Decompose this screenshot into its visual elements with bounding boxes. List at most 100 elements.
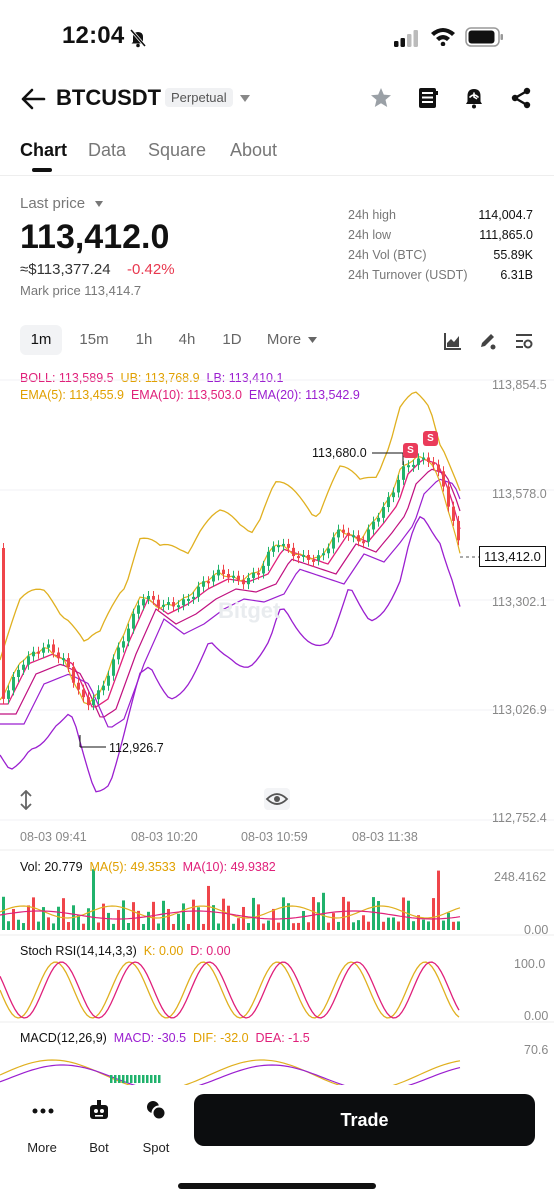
pair-dropdown-icon[interactable] (239, 94, 251, 104)
macd-histogram-bar (158, 1075, 161, 1083)
volume-bar (102, 903, 105, 930)
volume-bar (162, 900, 165, 930)
tab-square[interactable]: Square (148, 140, 207, 160)
volume-bar (167, 908, 170, 930)
timeframe-1d[interactable]: 1D (222, 331, 242, 348)
sell-marker[interactable]: S (423, 431, 438, 446)
volume-bar (117, 909, 120, 930)
back-arrow-icon[interactable] (20, 86, 46, 112)
candle-body (137, 605, 140, 614)
candle-body (317, 555, 320, 561)
macd-histogram-bar (130, 1075, 133, 1083)
last-price-label[interactable]: Last price (20, 195, 86, 212)
orderbook-icon[interactable] (416, 86, 440, 110)
macd-histogram-bar (146, 1075, 149, 1083)
price-type-dropdown-icon[interactable] (94, 200, 104, 208)
tab-about[interactable]: About (230, 140, 278, 160)
volume-bar (452, 921, 455, 930)
boll-value: BOLL: 113,589.5 (20, 371, 114, 385)
chart-type-icon[interactable] (443, 331, 463, 351)
price-change-percent: -0.42% (127, 261, 175, 278)
price-axis-label: 113,578.0 (492, 487, 547, 501)
volume-bar (192, 899, 195, 930)
volume-bar (7, 921, 10, 930)
expand-vertical-icon[interactable] (18, 790, 34, 810)
price-axis-label: 113,854.5 (492, 378, 547, 392)
vol-ma5-value: MA(5): 49.3533 (89, 860, 176, 874)
eye-icon[interactable] (264, 788, 290, 810)
volume-bar (42, 907, 45, 930)
volume-bar (142, 923, 145, 930)
timeframe-1h[interactable]: 1h (135, 331, 153, 348)
price-summary: Last price 113,412.0 ≈$113,377.24 -0.42%… (20, 190, 540, 300)
candle-body (52, 644, 55, 653)
volume-bar (12, 908, 15, 930)
candlestick-chart[interactable] (0, 360, 554, 1085)
draw-tool-icon[interactable] (478, 331, 498, 351)
volume-bar (237, 918, 240, 930)
macd-label: MACD(12,26,9) (20, 1031, 107, 1045)
volume-bar (67, 922, 70, 930)
price-axis-label: 113,026.9 (492, 703, 547, 717)
alert-bell-icon[interactable] (462, 86, 486, 110)
contract-type-badge: Perpetual (165, 88, 233, 107)
candle-body (192, 596, 195, 599)
sell-marker[interactable]: S (403, 443, 418, 458)
boll-lower-line (0, 515, 461, 793)
candle-body (417, 458, 420, 465)
indicator-settings-icon[interactable] (514, 331, 534, 351)
tab-chart[interactable]: Chart (20, 140, 68, 160)
ema20-value: EMA(20): 113,542.9 (248, 388, 360, 402)
timeframe-15m[interactable]: 15m (79, 331, 109, 348)
candle-body (387, 497, 390, 508)
timeframe-4h[interactable]: 4h (178, 331, 196, 348)
volume-bar (407, 900, 410, 930)
volume-bar (447, 912, 450, 930)
candle-body (407, 465, 410, 468)
candle-body (132, 613, 135, 629)
ub-value: UB: 113,768.9 (120, 371, 200, 385)
volume-bar (247, 923, 250, 930)
volume-bar (367, 921, 370, 930)
pair-title[interactable]: BTCUSDT (56, 85, 162, 110)
candle-body (337, 529, 340, 538)
candle-body (342, 529, 345, 533)
time-axis-label: 08-03 10:59 (241, 830, 308, 844)
nav-spot-label: Spot (142, 1140, 170, 1155)
more-caret-icon[interactable] (308, 337, 317, 344)
candle-body (327, 548, 330, 554)
candle-body (377, 517, 380, 522)
volume-bar (412, 921, 415, 930)
volume-bar (217, 923, 220, 930)
candle-body (302, 554, 305, 557)
volume-bar (337, 921, 340, 930)
star-icon[interactable] (369, 86, 393, 110)
watermark: Bitget (218, 598, 281, 623)
candle-body (22, 664, 25, 670)
share-icon[interactable] (509, 86, 533, 110)
trade-button[interactable]: Trade (194, 1094, 535, 1146)
candle-body (257, 572, 260, 575)
candle-body (312, 559, 315, 562)
volume-bar (262, 923, 265, 930)
candle-body (172, 602, 175, 607)
volume-bar (187, 923, 190, 930)
candle-body (2, 548, 5, 699)
stoch-rsi-label: Stoch RSI(14,14,3,3) (20, 944, 137, 958)
ema20-line (0, 478, 461, 728)
24h-stats: 24h high 114,004.7 24h low 111,865.0 24h V… (348, 208, 533, 288)
timeframe-1m[interactable]: 1m (20, 325, 62, 355)
candle-body (437, 464, 440, 472)
status-time: 12:04 (62, 22, 125, 49)
volume-bar (97, 922, 100, 930)
candle-body (442, 471, 445, 487)
timeframe-more[interactable]: More (266, 331, 302, 348)
candle-body (122, 641, 125, 648)
bot-icon (90, 1100, 108, 1119)
candle-body (432, 461, 435, 465)
tab-data[interactable]: Data (88, 140, 127, 160)
candle-body (197, 586, 200, 597)
volume-bar (47, 917, 50, 930)
candle-body (7, 690, 10, 699)
wifi-icon (431, 28, 455, 46)
